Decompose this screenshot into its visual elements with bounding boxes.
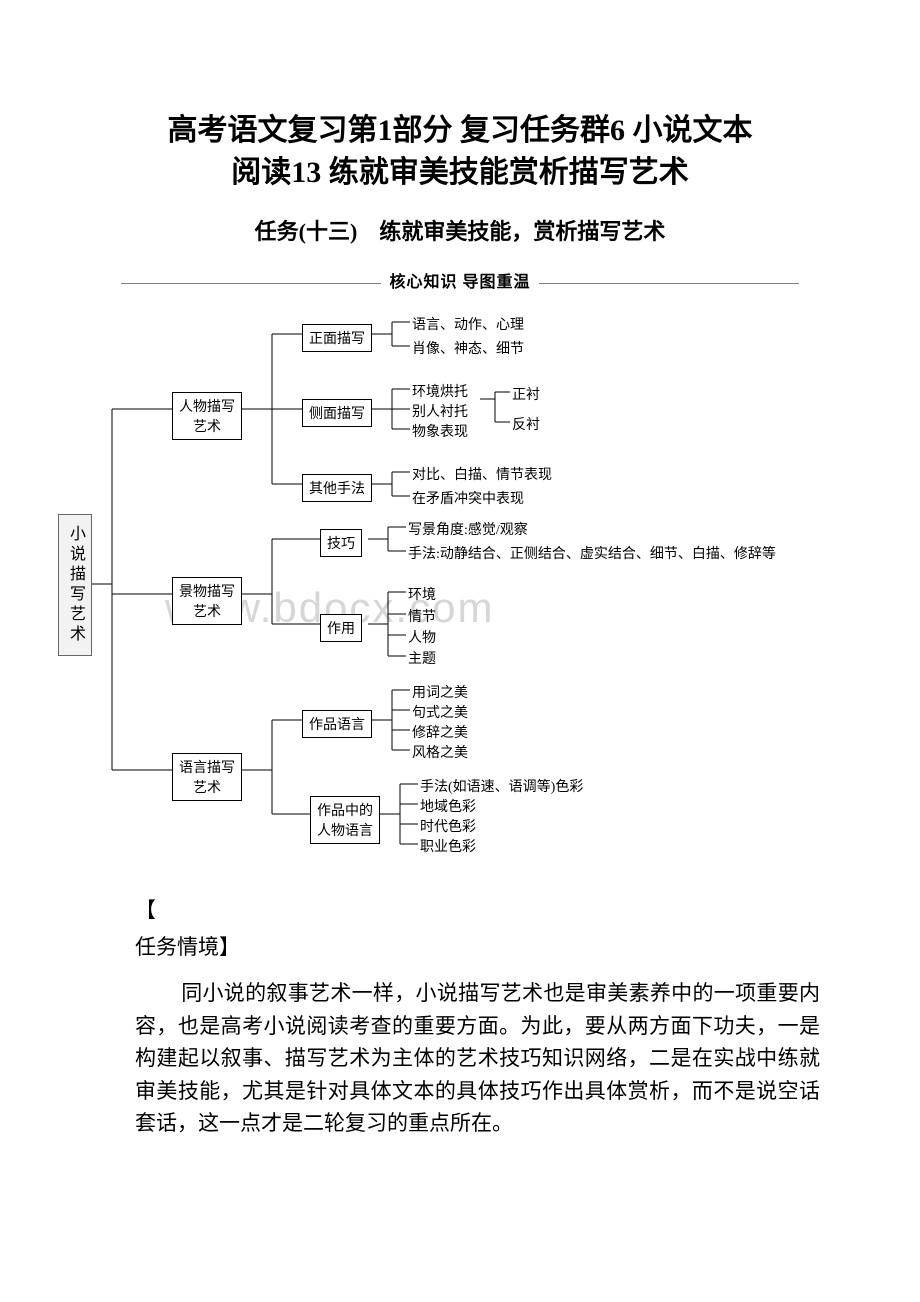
body-text: 【 任务情境】 同小说的叙事艺术一样，小说描写艺术也是审美素养中的一项重要内容，… xyxy=(0,864,920,1140)
leaf-s5-0: 环境 xyxy=(408,584,436,604)
leaf-s6-1: 句式之美 xyxy=(412,702,468,722)
leaf-s7-3: 职业色彩 xyxy=(420,836,476,856)
leaf-s5-3: 主题 xyxy=(408,648,436,668)
branch-scenery: 景物描写艺术 xyxy=(172,577,242,625)
sub-technique: 技巧 xyxy=(320,529,362,557)
leaf-s6-0: 用词之美 xyxy=(412,682,468,702)
sub-char-lang: 作品中的人物语言 xyxy=(310,796,380,844)
leaf-s3-0: 对比、白描、情节表现 xyxy=(412,464,552,484)
title-line-1: 高考语文复习第1部分 复习任务群6 小说文本 xyxy=(168,114,753,147)
annot-top: 正衬 xyxy=(512,384,540,404)
tree-diagram: www.bdocx.com xyxy=(50,304,870,864)
leaf-s2-1: 别人衬托 xyxy=(412,401,468,421)
branch-language: 语言描写艺术 xyxy=(172,753,242,801)
situation-bracket: 【 xyxy=(135,894,830,927)
leaf-s5-1: 情节 xyxy=(408,606,436,626)
situation-label: 任务情境】 xyxy=(135,931,830,964)
leaf-s2-2: 物象表现 xyxy=(412,421,468,441)
section-banner: 核心知识 导图重温 xyxy=(0,268,920,292)
branch-scenery-label: 景物描写艺术 xyxy=(179,581,235,621)
leaf-s7-0: 手法(如语速、语调等)色彩 xyxy=(420,776,583,796)
page-title: 高考语文复习第1部分 复习任务群6 小说文本 阅读13 练就审美技能赏析描写艺术 xyxy=(0,0,920,194)
branch-language-label: 语言描写艺术 xyxy=(179,757,235,797)
sub-char-lang-label: 作品中的人物语言 xyxy=(317,800,373,840)
leaf-s6-2: 修辞之美 xyxy=(412,722,468,742)
leaf-s6-3: 风格之美 xyxy=(412,742,468,762)
subtitle: 任务(十三) 练就审美技能，赏析描写艺术 xyxy=(0,214,920,246)
leaf-s7-1: 地域色彩 xyxy=(420,796,476,816)
sub-use: 作用 xyxy=(320,614,362,642)
leaf-s1-1: 肖像、神态、细节 xyxy=(412,338,524,358)
sub-front: 正面描写 xyxy=(302,324,372,352)
leaf-s4-1: 手法:动静结合、正侧结合、虚实结合、细节、白描、修辞等 xyxy=(408,543,776,563)
annot-bot: 反衬 xyxy=(512,414,540,434)
title-line-2: 阅读13 练就审美技能赏析描写艺术 xyxy=(231,156,689,189)
branch-people-label: 人物描写艺术 xyxy=(179,396,235,436)
branch-people: 人物描写艺术 xyxy=(172,392,242,440)
leaf-s7-2: 时代色彩 xyxy=(420,816,476,836)
leaf-s3-1: 在矛盾冲突中表现 xyxy=(412,488,524,508)
leaf-s2-0: 环境烘托 xyxy=(412,381,468,401)
leaf-s4-0: 写景角度:感觉/观察 xyxy=(408,519,528,539)
sub-other: 其他手法 xyxy=(302,474,372,502)
root-node: 小说描写艺术 xyxy=(58,514,92,656)
leaf-s1-0: 语言、动作、心理 xyxy=(412,314,524,334)
paragraph: 同小说的叙事艺术一样，小说描写艺术也是审美素养中的一项重要内容，也是高考小说阅读… xyxy=(135,977,830,1140)
sub-side: 侧面描写 xyxy=(302,399,372,427)
leaf-s5-2: 人物 xyxy=(408,627,436,647)
sub-work-lang: 作品语言 xyxy=(302,710,372,738)
